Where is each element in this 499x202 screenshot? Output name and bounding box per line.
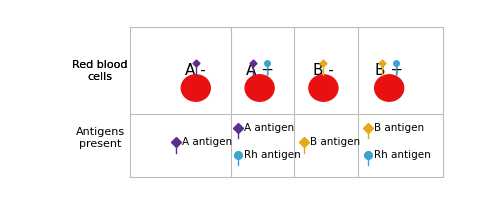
Text: A +: A +: [246, 63, 273, 78]
Text: B antigen: B antigen: [310, 137, 360, 147]
Text: Rh antigen: Rh antigen: [374, 150, 431, 160]
Text: Red blood
cells: Red blood cells: [72, 60, 128, 82]
Ellipse shape: [181, 75, 210, 101]
Ellipse shape: [375, 75, 404, 101]
Ellipse shape: [245, 75, 274, 101]
Text: B +: B +: [375, 63, 403, 78]
Text: Red blood
cells: Red blood cells: [72, 60, 128, 82]
Text: A antigen: A antigen: [182, 137, 233, 147]
Text: A antigen: A antigen: [244, 123, 294, 133]
Text: Rh antigen: Rh antigen: [244, 150, 301, 160]
Text: Antigens
present: Antigens present: [75, 127, 125, 149]
Ellipse shape: [309, 75, 338, 101]
Text: A -: A -: [186, 63, 206, 78]
Text: B -: B -: [313, 63, 334, 78]
Text: B antigen: B antigen: [374, 123, 424, 133]
